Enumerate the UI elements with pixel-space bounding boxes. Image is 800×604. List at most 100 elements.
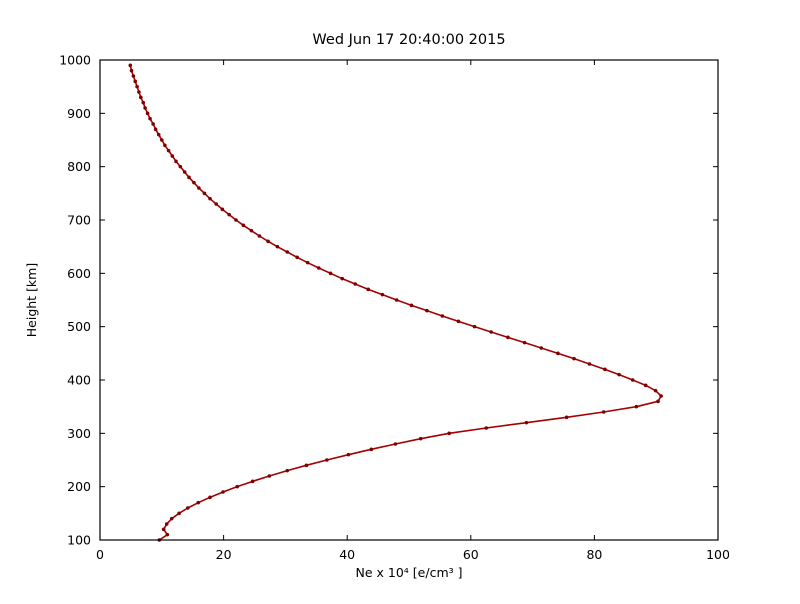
y-tick-label: 100 xyxy=(67,533,91,548)
data-point-marker xyxy=(148,116,152,121)
data-point-marker xyxy=(128,63,133,68)
y-tick-label: 800 xyxy=(67,159,91,174)
data-point-marker xyxy=(484,426,489,430)
data-point-marker xyxy=(634,404,639,409)
data-point-marker xyxy=(235,484,239,489)
data-point-marker xyxy=(524,420,529,425)
data-point-marker xyxy=(192,180,196,185)
data-point-marker xyxy=(182,170,187,174)
y-tick-label: 300 xyxy=(67,426,91,441)
data-point-marker xyxy=(285,250,290,254)
data-point-marker xyxy=(133,79,138,84)
data-point-marker xyxy=(164,522,169,526)
data-point-marker xyxy=(129,68,134,73)
data-point-marker xyxy=(456,319,461,324)
data-point-marker xyxy=(506,335,510,340)
data-point-marker xyxy=(369,447,374,452)
y-tick-label: 600 xyxy=(67,266,91,281)
data-point-marker xyxy=(161,527,166,532)
y-tick-label: 1000 xyxy=(59,53,91,68)
data-point-marker xyxy=(572,356,576,361)
data-point-marker xyxy=(617,372,621,377)
data-point-marker xyxy=(325,458,329,462)
data-point-marker xyxy=(556,351,560,356)
y-tick-label: 900 xyxy=(67,106,91,121)
data-point-marker xyxy=(328,271,333,276)
data-point-marker xyxy=(208,495,212,500)
data-point-marker xyxy=(440,314,445,318)
data-point-marker xyxy=(151,122,155,126)
data-point-marker xyxy=(178,164,183,169)
x-tick-label: 80 xyxy=(586,547,602,562)
data-point-marker xyxy=(380,292,385,297)
data-point-marker xyxy=(653,388,658,393)
data-point-marker xyxy=(656,399,660,404)
x-tick-label: 40 xyxy=(339,547,355,562)
y-tick-label: 400 xyxy=(67,373,91,388)
data-point-marker xyxy=(163,143,167,148)
data-point-marker xyxy=(366,287,371,292)
data-point-marker xyxy=(409,303,414,308)
axes-frame xyxy=(99,59,719,541)
data-point-marker xyxy=(316,266,321,270)
data-point-marker xyxy=(197,186,201,190)
data-point-marker xyxy=(156,132,161,137)
data-point-marker xyxy=(472,324,477,329)
data-point-marker xyxy=(659,394,663,398)
data-point-marker xyxy=(418,436,423,441)
data-point-marker xyxy=(137,90,141,94)
data-point-marker xyxy=(202,191,207,196)
data-point-marker xyxy=(138,95,143,100)
data-point-marker xyxy=(353,282,358,286)
data-point-marker xyxy=(447,431,451,436)
data-point-marker xyxy=(539,346,544,350)
data-point-marker xyxy=(305,260,310,265)
y-axis-label: Height [km] xyxy=(24,263,39,337)
data-point-marker xyxy=(177,511,181,516)
data-point-marker xyxy=(275,244,280,249)
x-tick-label: 20 xyxy=(216,547,232,562)
data-point-marker xyxy=(145,111,150,116)
data-point-marker xyxy=(131,74,136,78)
x-tick-label: 0 xyxy=(96,547,104,562)
x-axis-label: Ne x 10⁴ [e/cm³ ] xyxy=(356,565,463,580)
data-point-marker xyxy=(187,175,191,180)
data-point-marker xyxy=(257,234,262,238)
data-point-marker xyxy=(601,410,606,414)
data-point-marker xyxy=(489,330,493,334)
data-point-marker xyxy=(234,218,238,222)
data-point-marker xyxy=(643,383,648,388)
data-point-marker xyxy=(160,138,164,142)
data-point-marker xyxy=(220,207,225,212)
data-point-marker xyxy=(266,239,270,244)
data-point-marker xyxy=(249,228,254,233)
data-point-marker xyxy=(340,276,345,281)
data-point-marker xyxy=(393,442,398,446)
plot-area: 0 20 40 60 80 100 100 200 300 400 500 600 700 800 900 1… xyxy=(59,53,730,563)
ne-profile-curve xyxy=(129,65,662,541)
data-point-marker xyxy=(169,516,174,521)
data-point-marker xyxy=(170,154,175,158)
data-point-marker xyxy=(603,367,607,372)
data-point-marker xyxy=(630,378,635,382)
data-point-marker xyxy=(285,468,290,473)
data-point-marker xyxy=(267,474,272,478)
data-point-marker xyxy=(166,148,171,153)
data-point-marker xyxy=(135,84,139,89)
data-point-marker xyxy=(174,159,178,164)
x-tick-label: 60 xyxy=(463,547,479,562)
data-point-marker xyxy=(227,212,231,217)
data-point-marker xyxy=(587,362,592,366)
data-point-marker xyxy=(394,298,399,302)
data-point-marker xyxy=(165,532,170,537)
data-point-marker xyxy=(304,463,309,468)
data-point-marker xyxy=(153,127,158,132)
y-tick-label: 700 xyxy=(67,213,91,228)
data-point-marker xyxy=(522,340,527,345)
data-point-marker xyxy=(250,479,255,484)
data-point-marker xyxy=(141,100,146,105)
data-point-marker xyxy=(295,255,299,260)
data-point-marker xyxy=(564,415,569,420)
